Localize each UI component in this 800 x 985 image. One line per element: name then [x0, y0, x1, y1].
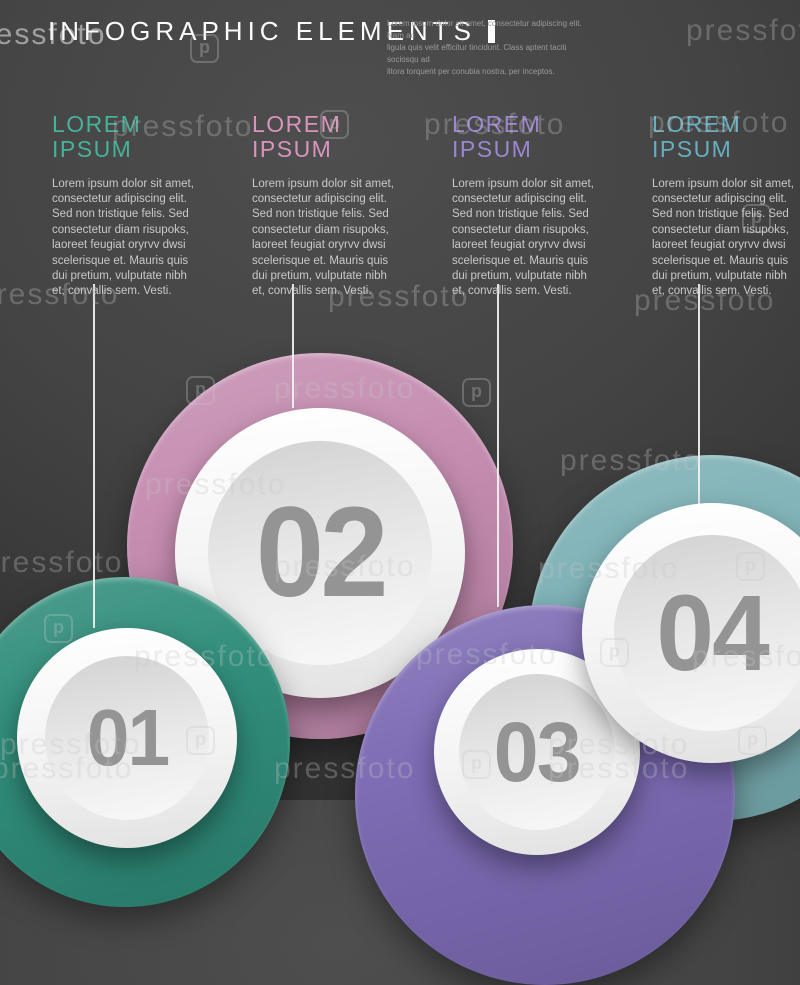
header: INFOGRAPHIC ELEMENTS: [48, 16, 495, 47]
step-01-plate: 01: [17, 628, 237, 848]
column-01-heading: LOREM IPSUM: [52, 111, 142, 163]
column-02: LOREM IPSUM Lorem ipsum dolor sit amet, …: [252, 111, 410, 300]
step-03-number: 03: [494, 705, 582, 799]
column-04-heading: LOREM IPSUM: [652, 111, 742, 163]
infographic-canvas: 02 01 03 04 INFOGRAPHIC ELEMENTS Lorem i…: [0, 14, 800, 985]
step-01-plate-inner: 01: [45, 656, 209, 820]
step-02-plate-inner: 02: [208, 441, 432, 665]
column-01-body: Lorem ipsum dolor sit amet, consectetur …: [52, 177, 194, 298]
page-title: INFOGRAPHIC ELEMENTS: [48, 16, 476, 46]
intro-paragraph: Lorem ipsum dolor sit amet, consectetur …: [387, 19, 582, 76]
title-divider-bar: [487, 20, 495, 43]
connector-line-04: [698, 284, 700, 504]
step-04-plate: 04: [582, 503, 800, 763]
step-04-plate-inner: 04: [614, 535, 800, 731]
step-01-number: 01: [86, 693, 170, 782]
step-02-plate: 02: [175, 408, 465, 698]
column-04: LOREM IPSUM Lorem ipsum dolor sit amet, …: [652, 111, 800, 300]
column-03-body: Lorem ipsum dolor sit amet, consectetur …: [452, 177, 594, 298]
column-01: LOREM IPSUM Lorem ipsum dolor sit amet, …: [52, 111, 210, 300]
column-04-body: Lorem ipsum dolor sit amet, consectetur …: [652, 177, 794, 298]
step-03-plate-inner: 03: [459, 674, 615, 830]
connector-line-01: [93, 284, 95, 628]
connector-line-03: [497, 284, 499, 607]
column-03: LOREM IPSUM Lorem ipsum dolor sit amet, …: [452, 111, 610, 300]
watermark-logo-letter: p: [471, 380, 482, 401]
watermark-text: pressfoto: [0, 546, 124, 579]
step-02-number: 02: [255, 481, 389, 624]
watermark-logo-icon: p: [462, 378, 491, 407]
step-04-number: 04: [656, 572, 769, 693]
watermark-text: pressfoto: [686, 14, 800, 47]
column-03-heading: LOREM IPSUM: [452, 111, 542, 163]
column-02-heading: LOREM IPSUM: [252, 111, 342, 163]
column-02-body: Lorem ipsum dolor sit amet, consectetur …: [252, 177, 394, 298]
connector-line-02: [292, 284, 294, 408]
